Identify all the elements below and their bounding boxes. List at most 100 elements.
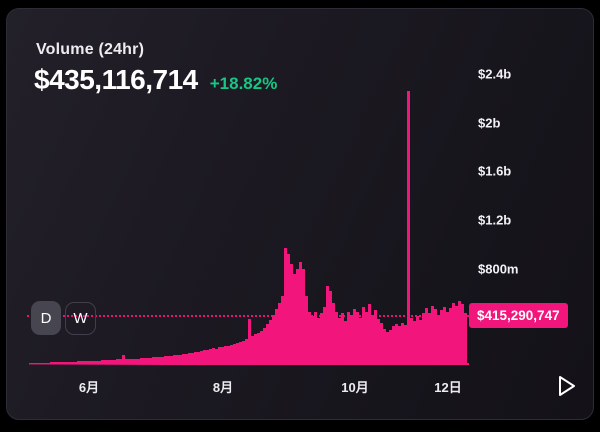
volume-bar[interactable] — [416, 316, 419, 364]
volume-bar[interactable] — [308, 311, 311, 364]
volume-bar[interactable] — [287, 254, 290, 364]
volume-bars[interactable] — [29, 82, 469, 364]
volume-bar[interactable] — [362, 306, 365, 364]
volume-bar[interactable] — [83, 361, 86, 364]
volume-bar[interactable] — [260, 330, 263, 364]
volume-bar[interactable] — [209, 348, 212, 364]
volume-bar[interactable] — [329, 290, 332, 364]
volume-bar[interactable] — [374, 310, 377, 364]
volume-bar[interactable] — [146, 357, 149, 364]
volume-bar[interactable] — [254, 334, 257, 364]
volume-bar[interactable] — [221, 346, 224, 364]
volume-bar[interactable] — [257, 332, 260, 364]
volume-bar[interactable] — [176, 354, 179, 364]
volume-bar[interactable] — [113, 359, 116, 364]
volume-bar[interactable] — [452, 303, 455, 364]
volume-bar[interactable] — [314, 311, 317, 364]
volume-bar[interactable] — [419, 320, 422, 364]
volume-bar[interactable] — [347, 311, 350, 364]
volume-bar[interactable] — [434, 309, 437, 364]
volume-bar[interactable] — [278, 303, 281, 364]
volume-bar[interactable] — [428, 312, 431, 364]
volume-bar[interactable] — [188, 353, 191, 364]
volume-bar[interactable] — [458, 300, 461, 364]
volume-bar[interactable] — [98, 360, 101, 364]
volume-bar[interactable] — [281, 295, 284, 364]
volume-bar[interactable] — [101, 360, 104, 364]
volume-bar[interactable] — [104, 360, 107, 364]
volume-bar[interactable] — [170, 355, 173, 364]
volume-bar[interactable] — [326, 285, 329, 364]
volume-bar[interactable] — [230, 344, 233, 364]
volume-bar[interactable] — [368, 304, 371, 364]
volume-bar[interactable] — [305, 295, 308, 364]
volume-bar[interactable] — [371, 315, 374, 364]
volume-bar[interactable] — [143, 358, 146, 364]
volume-bar[interactable] — [341, 312, 344, 364]
volume-bar[interactable] — [353, 309, 356, 364]
volume-bar[interactable] — [71, 361, 74, 364]
volume-bar[interactable] — [86, 361, 89, 364]
volume-bar[interactable] — [356, 311, 359, 364]
volume-bar[interactable] — [128, 359, 131, 364]
volume-bar[interactable] — [140, 358, 143, 364]
volume-bar[interactable] — [431, 305, 434, 364]
volume-bar[interactable] — [338, 317, 341, 364]
volume-bar[interactable] — [251, 335, 254, 364]
volume-bar[interactable] — [242, 340, 245, 364]
volume-bar[interactable] — [272, 315, 275, 364]
volume-bar[interactable] — [464, 313, 467, 364]
volume-bar[interactable] — [446, 311, 449, 364]
volume-bar[interactable] — [296, 268, 299, 364]
volume-bar[interactable] — [116, 359, 119, 364]
volume-bar[interactable] — [395, 323, 398, 364]
volume-bar[interactable] — [245, 339, 248, 364]
scroll-to-latest-button[interactable] — [552, 371, 582, 401]
volume-bar[interactable] — [350, 315, 353, 364]
volume-bar[interactable] — [197, 351, 200, 364]
volume-bar[interactable] — [422, 312, 425, 364]
volume-bar[interactable] — [377, 318, 380, 364]
volume-bar[interactable] — [227, 346, 230, 364]
volume-bar[interactable] — [320, 312, 323, 364]
volume-bar[interactable] — [344, 321, 347, 364]
volume-bar[interactable] — [137, 358, 140, 364]
volume-bar[interactable] — [383, 328, 386, 364]
volume-bar[interactable] — [359, 317, 362, 364]
volume-bar[interactable] — [365, 311, 368, 364]
volume-bar[interactable] — [158, 356, 161, 364]
volume-bar[interactable] — [119, 359, 122, 364]
volume-bar[interactable] — [275, 309, 278, 364]
volume-bar[interactable] — [203, 350, 206, 364]
volume-bar[interactable] — [215, 348, 218, 364]
volume-bar[interactable] — [185, 353, 188, 364]
volume-bar[interactable] — [440, 310, 443, 364]
volume-bar[interactable] — [455, 305, 458, 364]
volume-bar[interactable] — [155, 357, 158, 364]
volume-bar[interactable] — [218, 347, 221, 364]
period-daily-button[interactable]: D — [31, 301, 61, 335]
volume-bar[interactable] — [293, 273, 296, 364]
volume-bar[interactable] — [335, 311, 338, 364]
volume-bar[interactable] — [224, 345, 227, 364]
volume-bar[interactable] — [149, 357, 152, 364]
volume-bar[interactable] — [134, 358, 137, 364]
volume-bar[interactable] — [125, 358, 128, 364]
period-weekly-button[interactable]: W — [65, 302, 96, 335]
volume-bar[interactable] — [413, 321, 416, 364]
volume-bar[interactable] — [68, 361, 71, 364]
volume-bar[interactable] — [236, 342, 239, 364]
volume-bar[interactable] — [392, 326, 395, 364]
volume-bar[interactable] — [407, 90, 410, 364]
volume-bar[interactable] — [182, 354, 185, 364]
volume-bar[interactable] — [179, 354, 182, 364]
volume-bar[interactable] — [449, 307, 452, 364]
volume-bar[interactable] — [443, 306, 446, 364]
volume-bar[interactable] — [65, 361, 68, 364]
volume-bar[interactable] — [248, 318, 251, 364]
volume-bar[interactable] — [92, 360, 95, 364]
volume-bar[interactable] — [389, 329, 392, 364]
volume-bar[interactable] — [437, 315, 440, 364]
volume-bar[interactable] — [200, 350, 203, 364]
volume-bar[interactable] — [131, 359, 134, 364]
